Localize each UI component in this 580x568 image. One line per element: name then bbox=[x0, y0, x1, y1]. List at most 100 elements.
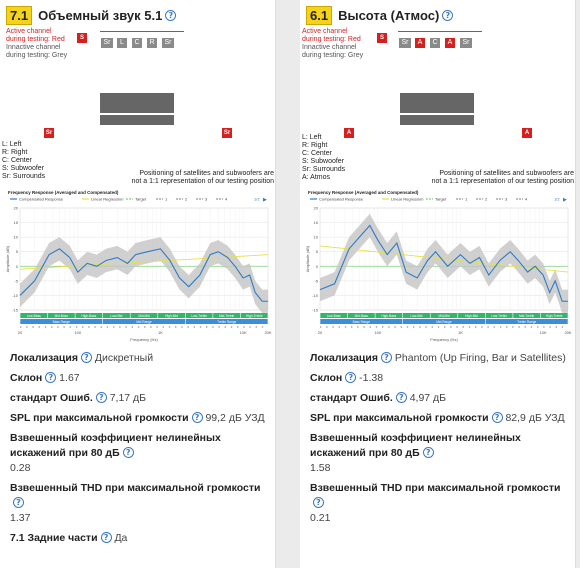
spec-label: Локализация bbox=[310, 352, 378, 364]
help-icon[interactable]: ? bbox=[165, 9, 177, 21]
y-tick-label: -10 bbox=[12, 293, 19, 298]
axis-marker bbox=[187, 326, 189, 328]
axis-marker bbox=[38, 326, 40, 328]
axis-marker bbox=[137, 326, 140, 328]
axis-marker bbox=[156, 326, 158, 328]
axis-marker bbox=[261, 326, 264, 328]
axis-marker bbox=[437, 326, 440, 328]
spec-label: Взвешенный коэффициент нелинейных искаже… bbox=[310, 432, 521, 459]
help-icon[interactable]: ? bbox=[380, 352, 392, 363]
help-icon[interactable]: ? bbox=[422, 447, 434, 458]
spec-row: Локализация? Phantom (Up Firing, Bar и S… bbox=[310, 351, 572, 366]
help-icon[interactable]: ? bbox=[95, 392, 107, 403]
axis-marker bbox=[326, 326, 328, 328]
axis-marker bbox=[524, 326, 526, 328]
speaker-rail bbox=[100, 31, 184, 32]
help-icon[interactable]: ? bbox=[13, 497, 24, 508]
help-icon[interactable]: ? bbox=[191, 412, 203, 423]
band-cell bbox=[485, 313, 513, 318]
x-tick-label: 10K bbox=[540, 330, 547, 335]
axis-marker bbox=[351, 326, 353, 328]
band-label: High-Mid bbox=[465, 314, 478, 318]
help-icon[interactable]: ? bbox=[45, 372, 57, 383]
spec-row: Взвешенный коэффициент нелинейных искаже… bbox=[310, 431, 572, 476]
axis-marker bbox=[218, 326, 220, 328]
spec-value: 1.67 bbox=[56, 372, 80, 384]
card-header: 6.1 Высота (Атмос) ? bbox=[306, 5, 454, 25]
channel-top-atmos: A bbox=[415, 38, 425, 48]
diagram-legend: Active channel during testing: Red Innac… bbox=[6, 28, 68, 59]
legend-label: Compensated Response bbox=[319, 197, 364, 202]
axis-marker bbox=[537, 326, 539, 328]
help-icon[interactable]: ? bbox=[395, 392, 407, 403]
axis-marker bbox=[419, 326, 421, 328]
spec-row: Склон? -1.38 bbox=[310, 371, 572, 386]
card-title: Объемный звук 5.1 bbox=[38, 7, 163, 23]
band-cell bbox=[240, 313, 268, 318]
axis-marker bbox=[530, 326, 533, 328]
axis-marker bbox=[75, 326, 78, 328]
help-icon[interactable]: ? bbox=[80, 352, 92, 363]
channel-top-atmos: A bbox=[445, 38, 455, 48]
range-label: Mid Range bbox=[436, 320, 452, 324]
channel-side-left: Sr bbox=[44, 128, 54, 138]
band-label: High-Mid bbox=[165, 314, 178, 318]
y-axis-label: Amplitude (dB) bbox=[5, 245, 10, 272]
axis-marker bbox=[400, 326, 402, 328]
spec-row: 7.1 Задние части? Да bbox=[10, 531, 272, 546]
diagram-legend: Active channel during testing: Red Innac… bbox=[302, 28, 364, 59]
axis-marker bbox=[20, 326, 22, 328]
band-cell bbox=[158, 313, 186, 318]
axis-marker bbox=[206, 326, 208, 328]
axis-marker bbox=[106, 326, 109, 328]
band-label: Mid-Treble bbox=[219, 314, 234, 318]
channel-top: Sr bbox=[399, 38, 411, 48]
x-tick-label: 1K bbox=[458, 330, 463, 335]
band-label: Mid-Treble bbox=[519, 314, 534, 318]
channel-side-right: Sr bbox=[222, 128, 232, 138]
help-icon[interactable]: ? bbox=[491, 412, 503, 423]
axis-marker bbox=[82, 326, 84, 328]
axis-marker bbox=[113, 326, 115, 328]
y-axis-label: Amplitude (dB) bbox=[305, 245, 310, 272]
help-icon[interactable]: ? bbox=[313, 497, 324, 508]
x-tick-label: 100 bbox=[74, 330, 81, 335]
channel-subwoofer: S bbox=[377, 33, 387, 43]
y-tick-label: 10 bbox=[14, 235, 19, 240]
channel-top: C bbox=[430, 38, 440, 48]
band-cell bbox=[47, 313, 75, 318]
band-label: Low-Bass bbox=[27, 314, 41, 318]
axis-marker bbox=[162, 326, 164, 328]
legend-label: 4 bbox=[225, 197, 228, 202]
axis-marker bbox=[131, 326, 133, 328]
band-label: Mid-Bass bbox=[355, 314, 369, 318]
spec-row: стандарт Ошиб.? 7,17 дБ bbox=[10, 391, 272, 406]
axis-marker bbox=[369, 326, 371, 328]
axis-marker bbox=[487, 326, 489, 328]
channel-top: Sr bbox=[162, 38, 174, 48]
axis-marker bbox=[394, 326, 396, 328]
axis-marker bbox=[150, 326, 152, 328]
axis-marker bbox=[475, 326, 477, 328]
axis-marker bbox=[125, 326, 127, 328]
help-icon[interactable]: ? bbox=[122, 447, 134, 458]
spec-list: Локализация? Phantom (Up Firing, Bar и S… bbox=[310, 351, 572, 531]
axis-marker bbox=[338, 326, 340, 328]
axis-marker bbox=[431, 326, 433, 328]
axis-marker bbox=[555, 326, 557, 328]
frequency-response-chart: Frequency Response (Averaged and Compens… bbox=[5, 190, 272, 342]
range-cell bbox=[20, 319, 103, 324]
x-tick-label: 1K bbox=[158, 330, 163, 335]
help-icon[interactable]: ? bbox=[442, 9, 454, 21]
axis-marker bbox=[499, 326, 502, 328]
help-icon[interactable]: ? bbox=[100, 532, 112, 543]
spec-list: Локализация? Дискретный Склон? 1.67 станда… bbox=[10, 351, 272, 551]
axis-marker bbox=[444, 326, 446, 328]
regression-line bbox=[319, 245, 569, 273]
legend-next-icon: ▶ bbox=[263, 197, 267, 203]
help-icon[interactable]: ? bbox=[345, 372, 357, 383]
spec-value: 4,97 дБ bbox=[406, 392, 447, 404]
legend-pager: 1/2 bbox=[254, 197, 260, 202]
speaker-diagram: Active channel during testing: Red Innac… bbox=[0, 28, 276, 188]
